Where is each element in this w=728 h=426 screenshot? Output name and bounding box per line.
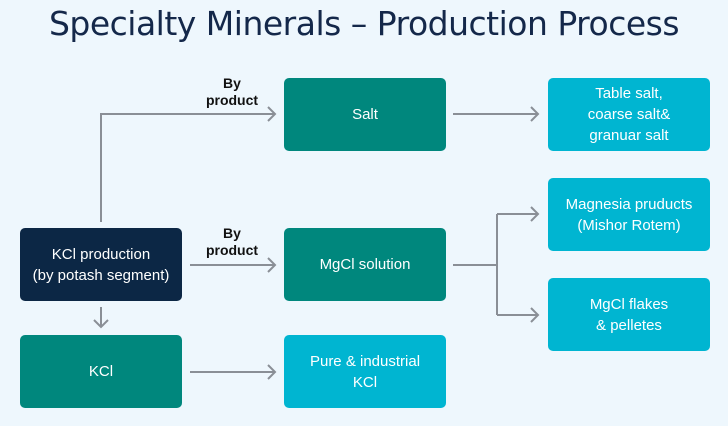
arrow-kcl-production-to-mgcl — [190, 257, 277, 273]
arrow-mgcl-to-flakes — [497, 307, 540, 323]
arrow-mgcl-to-magnesia — [453, 206, 540, 315]
arrow-kcl-to-pure-kcl — [190, 364, 277, 380]
edge-label-by-product-mgcl: By product — [205, 225, 259, 258]
node-salt: Salt — [284, 78, 446, 151]
arrow-salt-to-table-salt — [453, 106, 540, 122]
node-mgcl-flakes: MgCl flakes & pelletes — [548, 278, 710, 351]
node-kcl: KCl — [20, 335, 182, 408]
arrow-kcl-production-to-salt — [100, 106, 277, 222]
node-table-salt: Table salt, coarse salt& granuar salt — [548, 78, 710, 151]
arrow-kcl-production-to-kcl — [93, 307, 109, 329]
node-mgcl-solution: MgCl solution — [284, 228, 446, 301]
node-pure-industrial-kcl: Pure & industrial KCl — [284, 335, 446, 408]
page-title: Specialty Minerals – Production Process — [48, 4, 680, 43]
node-kcl-production: KCl production (by potash segment) — [20, 228, 182, 301]
node-magnesia-products: Magnesia pruducts (Mishor Rotem) — [548, 178, 710, 251]
edge-label-by-product-salt: By product — [205, 75, 259, 108]
